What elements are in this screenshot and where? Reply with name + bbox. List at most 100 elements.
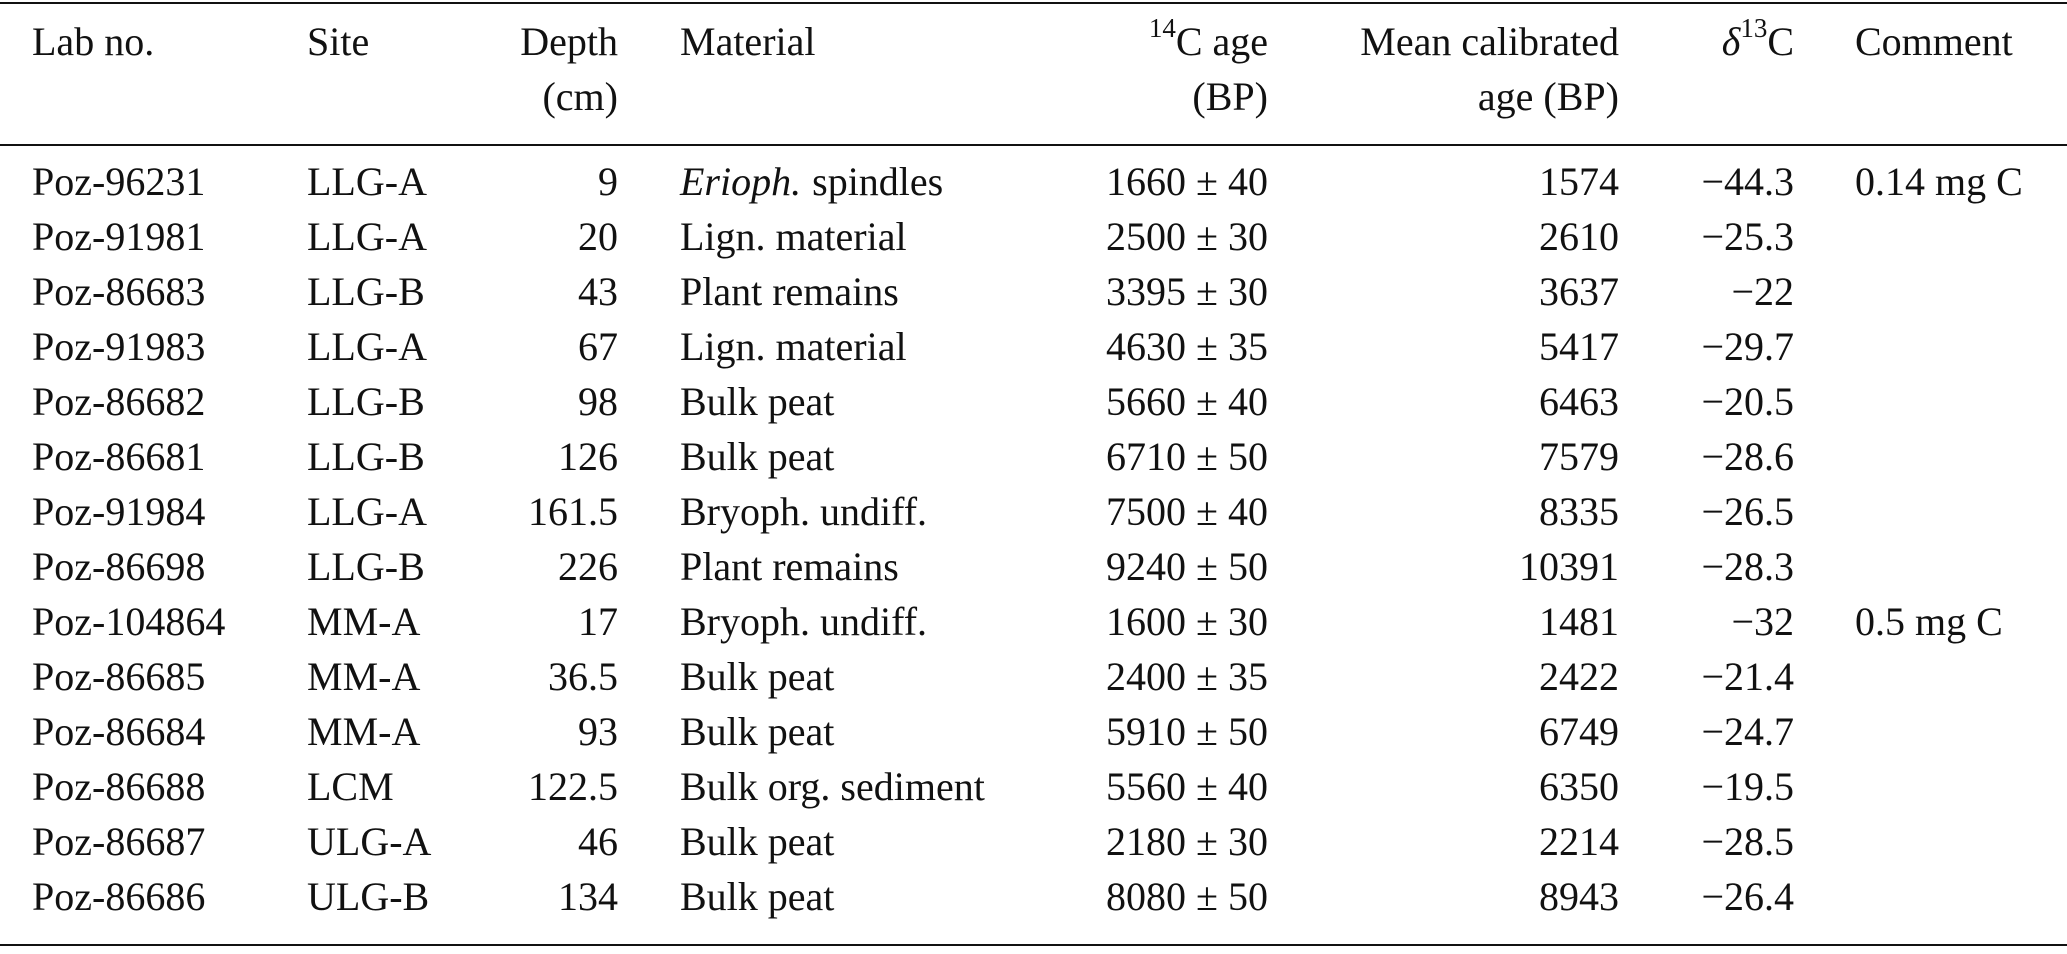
- cell: Plant remains: [680, 269, 899, 314]
- header-text: Material: [680, 19, 816, 64]
- cell: 20: [578, 214, 618, 259]
- cell: Poz-86684: [32, 709, 205, 754]
- cell: 3637: [1539, 269, 1619, 314]
- cell: 5910 ± 50: [1106, 709, 1268, 754]
- cell: 8080 ± 50: [1106, 874, 1268, 919]
- cell: 7579: [1539, 434, 1619, 479]
- cell: 6350: [1539, 764, 1619, 809]
- header-cell: δ13C: [1722, 13, 1794, 64]
- cell: MM-A: [307, 654, 420, 699]
- cell: −29.7: [1701, 324, 1794, 369]
- cell: −25.3: [1701, 214, 1794, 259]
- cell: Poz-86681: [32, 434, 205, 479]
- cell: −32: [1731, 599, 1794, 644]
- cell: 43: [578, 269, 618, 314]
- cell: −26.4: [1701, 874, 1794, 919]
- cell: LLG-B: [307, 544, 425, 589]
- header-text: C age: [1176, 19, 1268, 64]
- cell: −22: [1731, 269, 1794, 314]
- cell: LCM: [307, 764, 394, 809]
- cell: Erioph. spindles: [679, 159, 943, 204]
- cell: Poz-91983: [32, 324, 205, 369]
- cell: LLG-B: [307, 269, 425, 314]
- header-text: Comment: [1855, 19, 2013, 64]
- cell: 6463: [1539, 379, 1619, 424]
- header-text: age (BP): [1478, 74, 1619, 119]
- cell: LLG-A: [307, 214, 427, 259]
- cell-italic: Erioph.: [679, 159, 801, 204]
- cell: −26.5: [1701, 489, 1794, 534]
- cell: MM-A: [307, 599, 420, 644]
- cell: LLG-A: [307, 324, 427, 369]
- cell: 8335: [1539, 489, 1619, 534]
- cell: Plant remains: [680, 544, 899, 589]
- cell: 1600 ± 30: [1106, 599, 1268, 644]
- cell: 0.14 mg C: [1855, 159, 2023, 204]
- cell: −28.6: [1701, 434, 1794, 479]
- cell: LLG-B: [307, 434, 425, 479]
- header-cell: age (BP): [1478, 74, 1619, 119]
- header-cell: Material: [680, 19, 816, 64]
- header-cell: Mean calibrated: [1360, 19, 1619, 64]
- cell: Poz-86698: [32, 544, 205, 589]
- cell: 10391: [1519, 544, 1619, 589]
- cell: 17: [578, 599, 618, 644]
- cell: 4630 ± 35: [1106, 324, 1268, 369]
- cell: −44.3: [1701, 159, 1794, 204]
- header-text: (cm): [542, 74, 618, 119]
- header-cell: 14C age: [1149, 13, 1268, 64]
- cell: MM-A: [307, 709, 420, 754]
- cell: Bulk peat: [680, 709, 834, 754]
- cell: −19.5: [1701, 764, 1794, 809]
- header-text: (BP): [1192, 74, 1268, 119]
- cell: 1574: [1539, 159, 1619, 204]
- cell: −28.5: [1701, 819, 1794, 864]
- cell: 93: [578, 709, 618, 754]
- cell: 46: [578, 819, 618, 864]
- cell: 3395 ± 30: [1106, 269, 1268, 314]
- cell: 8943: [1539, 874, 1619, 919]
- cell: Bulk peat: [680, 654, 834, 699]
- cell: LLG-A: [307, 489, 427, 534]
- header-cell: Lab no.: [32, 19, 154, 64]
- header-superscript: 13: [1740, 13, 1767, 43]
- cell: 2500 ± 30: [1106, 214, 1268, 259]
- cell: 226: [558, 544, 618, 589]
- cell: 2610: [1539, 214, 1619, 259]
- cell: LLG-B: [307, 379, 425, 424]
- header-text: C: [1767, 19, 1794, 64]
- cell: Bulk peat: [680, 874, 834, 919]
- cell: −24.7: [1701, 709, 1794, 754]
- cell: 161.5: [528, 489, 618, 534]
- header-cell: Site: [307, 19, 369, 64]
- cell: ULG-B: [307, 874, 429, 919]
- cell: 7500 ± 40: [1106, 489, 1268, 534]
- cell: −20.5: [1701, 379, 1794, 424]
- cell: 2214: [1539, 819, 1619, 864]
- cell: −21.4: [1701, 654, 1794, 699]
- header-cell: Depth: [520, 19, 618, 64]
- header-text: Site: [307, 19, 369, 64]
- cell: 2400 ± 35: [1106, 654, 1268, 699]
- cell: 5560 ± 40: [1106, 764, 1268, 809]
- header-cell: Comment: [1855, 19, 2013, 64]
- cell: 2180 ± 30: [1106, 819, 1268, 864]
- cell: 98: [578, 379, 618, 424]
- cell: Poz-86687: [32, 819, 205, 864]
- cell: Poz-104864: [32, 599, 225, 644]
- cell: Bulk peat: [680, 819, 834, 864]
- cell: Poz-86685: [32, 654, 205, 699]
- cell: ULG-A: [307, 819, 432, 864]
- cell: 6749: [1539, 709, 1619, 754]
- cell: Poz-91981: [32, 214, 205, 259]
- cell: Bulk peat: [680, 434, 834, 479]
- cell: Bryoph. undiff.: [680, 489, 927, 534]
- cell: −28.3: [1701, 544, 1794, 589]
- cell: Poz-86686: [32, 874, 205, 919]
- cell: Bryoph. undiff.: [680, 599, 927, 644]
- cell: 6710 ± 50: [1106, 434, 1268, 479]
- cell: 67: [578, 324, 618, 369]
- cell: 5417: [1539, 324, 1619, 369]
- cell-text: spindles: [812, 159, 943, 204]
- cell: Poz-96231: [32, 159, 205, 204]
